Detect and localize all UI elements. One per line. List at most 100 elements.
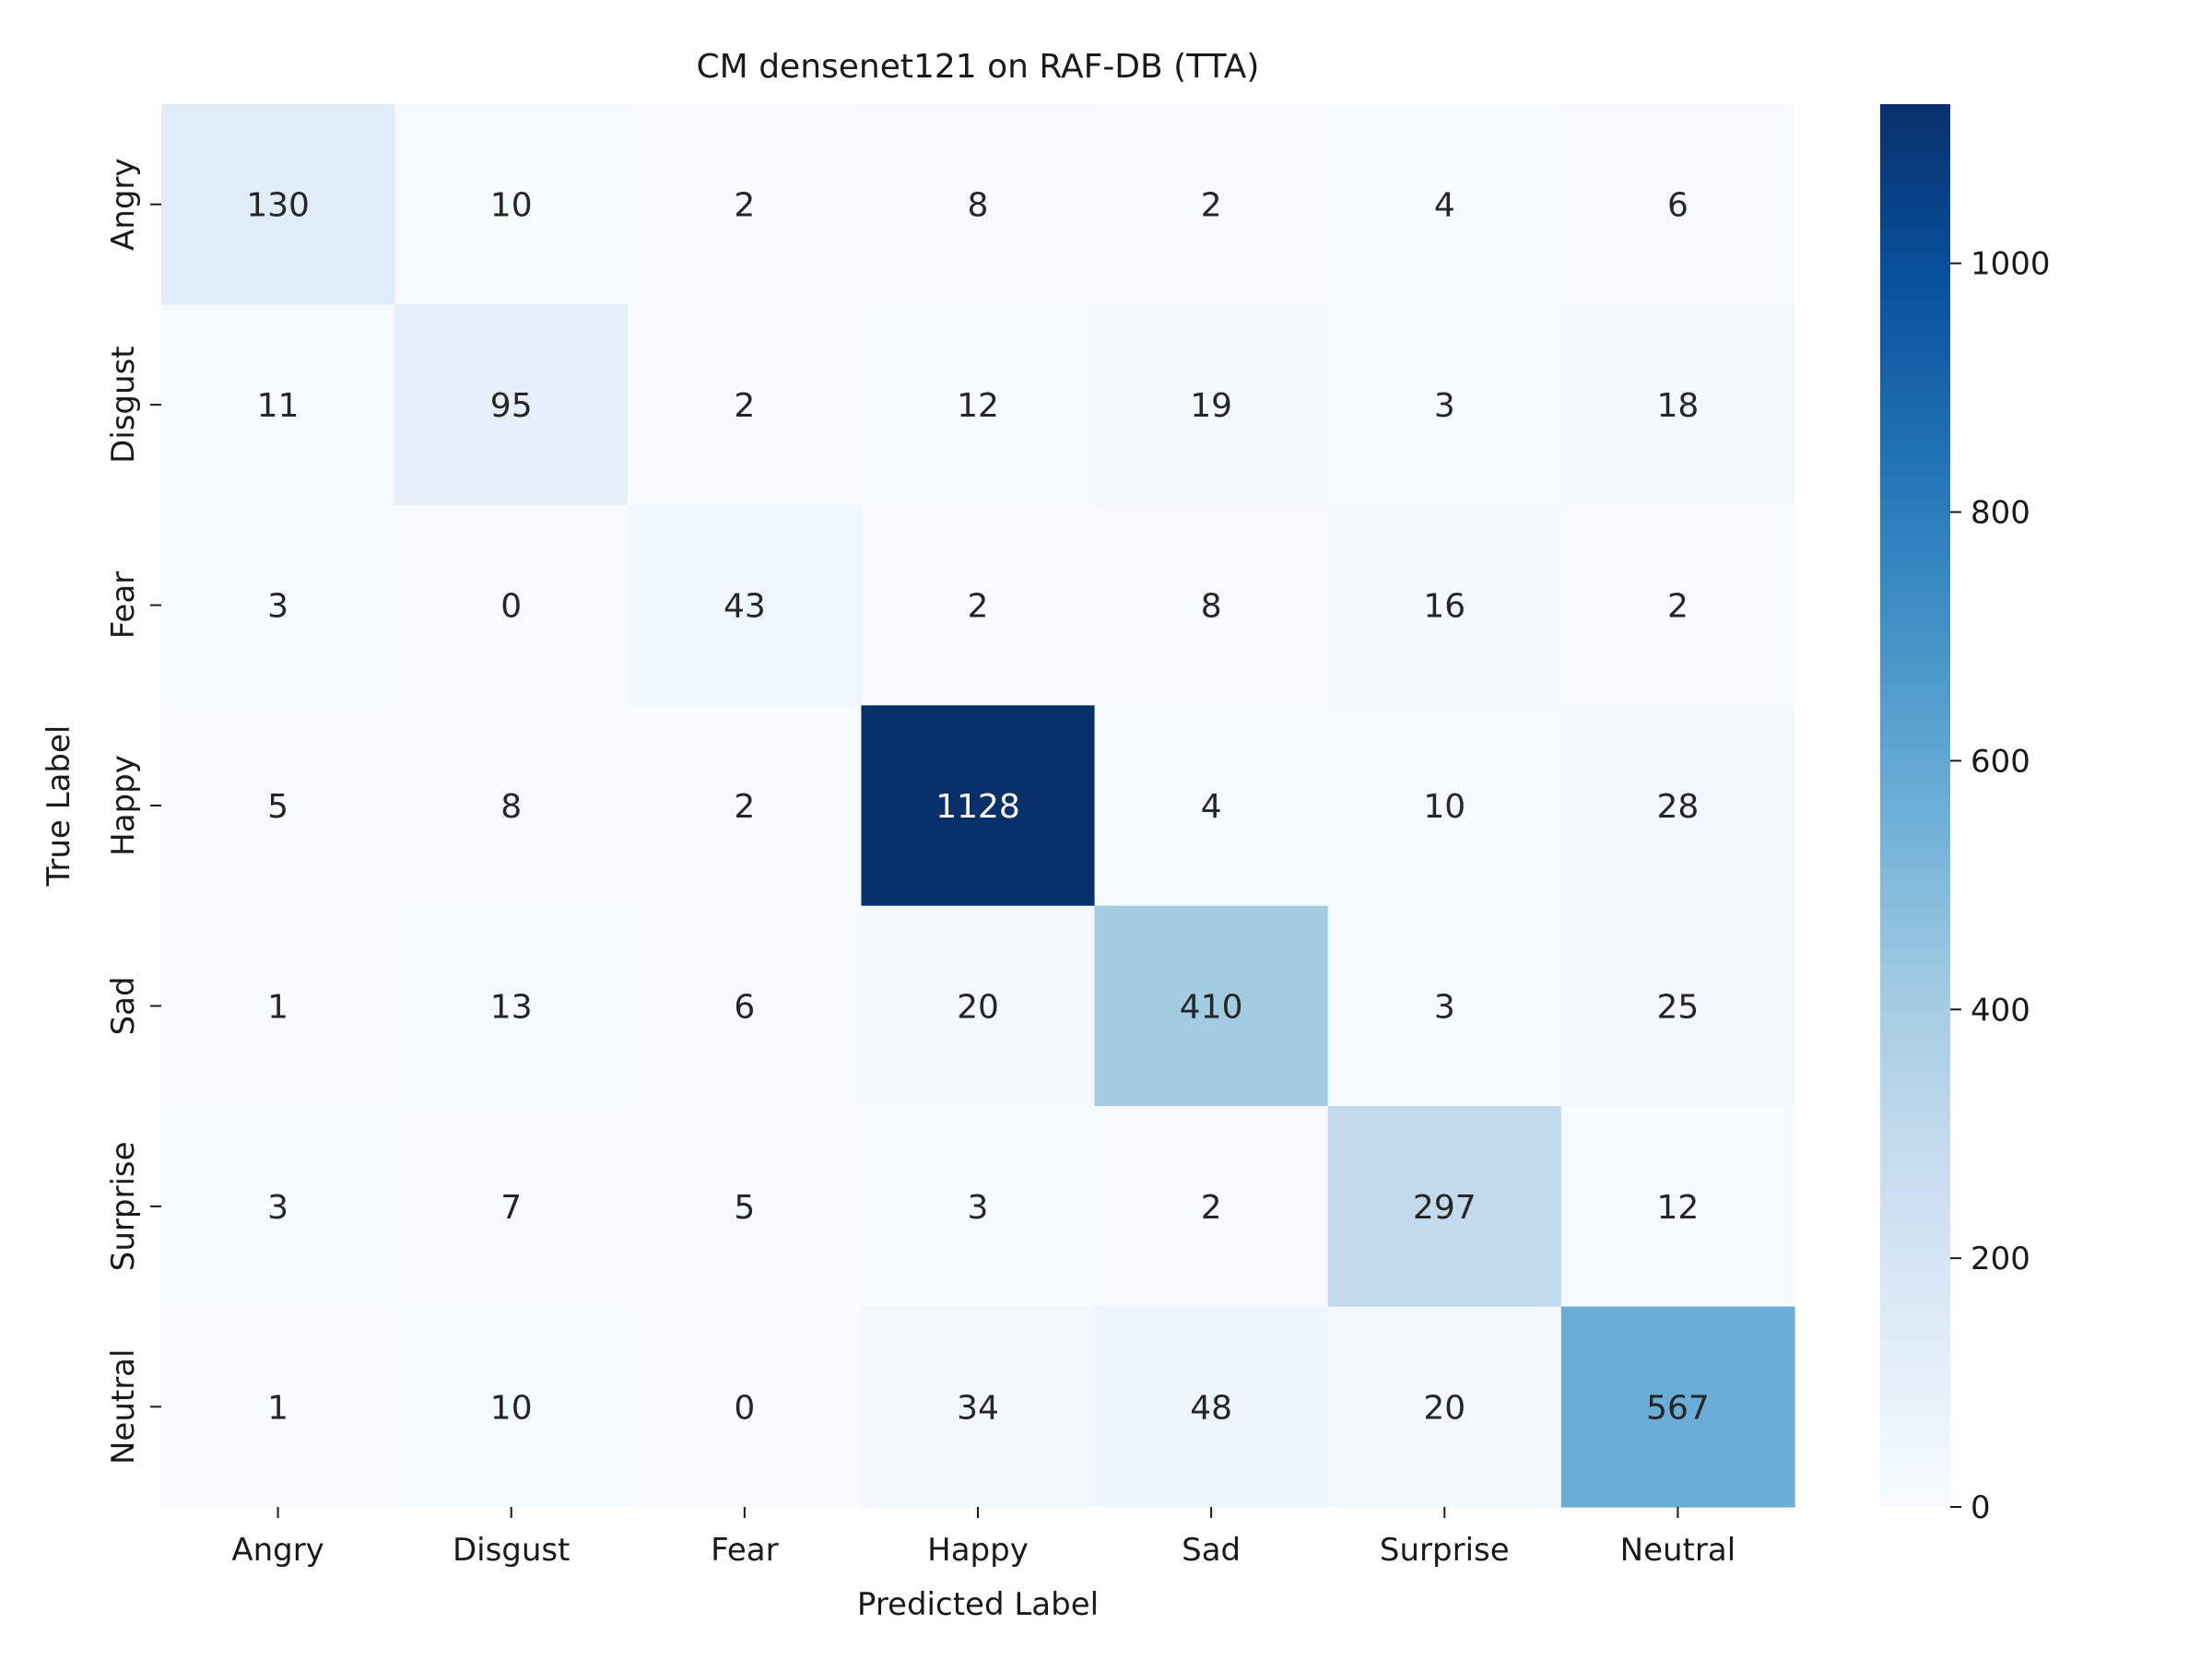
heatmap-cell-happy-disgust: [394, 705, 629, 907]
heatmap-cell-happy-angry: [161, 705, 395, 907]
colorbar-axis: 0 200 400 600 800 1000: [1950, 246, 2051, 1526]
heatmap-cell-angry-disgust: [394, 104, 629, 306]
colorbar-tick-label: 200: [1971, 1241, 2030, 1277]
heatmap-cell-happy-happy: [861, 705, 1096, 907]
heatmap-cell-label: 18: [1657, 387, 1700, 425]
heatmap-cell-label: 11: [257, 387, 300, 425]
heatmap-cell-label: 28: [1657, 788, 1700, 826]
x-tick-label-disgust: Disgust: [453, 1532, 571, 1569]
heatmap-cell-label: 43: [724, 588, 766, 626]
heatmap-cell-label: 4: [1201, 788, 1222, 826]
heatmap-cell-label: 2: [968, 588, 989, 626]
heatmap-cell-label: 10: [490, 1389, 533, 1427]
heatmap-cell-surprise-fear: [628, 1106, 863, 1308]
heatmap-cell-fear-angry: [161, 504, 395, 706]
heatmap-cell-disgust-angry: [161, 304, 395, 506]
heatmap-cell-label: 3: [267, 588, 288, 626]
y-axis-label: True Label: [41, 725, 77, 888]
x-tick-label-fear: Fear: [711, 1532, 778, 1569]
heatmap-cell-sad-sad: [1094, 905, 1329, 1107]
heatmap-cell-label: 5: [267, 788, 288, 826]
heatmap-cell-fear-neutral: [1560, 504, 1795, 706]
heatmap-cell-sad-angry: [161, 905, 395, 1107]
heatmap-cell-label: 297: [1413, 1189, 1477, 1227]
heatmap-cell-disgust-sad: [1094, 304, 1329, 506]
heatmap-cell-label: 3: [267, 1189, 288, 1227]
heatmap-cell-label: 3: [1434, 988, 1455, 1026]
heatmap-cell-label: 13: [490, 988, 533, 1026]
heatmap-cell-neutral-disgust: [394, 1306, 629, 1508]
heatmap-cell-label: 20: [957, 988, 999, 1026]
heatmap-cell-label: 10: [490, 187, 533, 225]
heatmap-cell-happy-surprise: [1327, 705, 1562, 907]
x-tick-label-happy: Happy: [927, 1532, 1029, 1569]
heatmap-cell-neutral-sad: [1094, 1306, 1329, 1508]
heatmap-cell-surprise-neutral: [1560, 1106, 1795, 1308]
heatmap-cell-surprise-surprise: [1327, 1106, 1562, 1308]
heatmap-cell-label: 8: [500, 788, 522, 826]
heatmap-cell-surprise-happy: [861, 1106, 1096, 1308]
heatmap-cell-label: 0: [500, 588, 522, 626]
heatmap-cell-label: 8: [1201, 588, 1222, 626]
heatmap-cell-label: 4: [1434, 187, 1455, 225]
heatmap-cell-label: 48: [1190, 1389, 1232, 1427]
heatmap-cell-label: 130: [246, 187, 310, 225]
heatmap-cell-fear-sad: [1094, 504, 1329, 706]
heatmap-cell-sad-neutral: [1560, 905, 1795, 1107]
heatmap-cell-angry-fear: [628, 104, 863, 306]
x-tick-label-neutral: Neutral: [1620, 1532, 1736, 1569]
heatmap-cell-happy-neutral: [1560, 705, 1795, 907]
colorbar-tick-label: 1000: [1971, 246, 2051, 283]
heatmap-cell-angry-neutral: [1560, 104, 1795, 306]
x-tick-label-sad: Sad: [1182, 1532, 1241, 1569]
heatmap-cell-neutral-neutral: [1560, 1306, 1795, 1508]
y-tick-label-disgust: Disgust: [105, 346, 142, 464]
y-tick-label-surprise: Surprise: [105, 1141, 142, 1271]
heatmap-cells: [161, 104, 1795, 1508]
heatmap-cell-label: 8: [968, 187, 989, 225]
heatmap-cell-disgust-disgust: [394, 304, 629, 506]
heatmap-cell-neutral-surprise: [1327, 1306, 1562, 1508]
heatmap-cell-neutral-fear: [628, 1306, 863, 1508]
heatmap-cell-label: 95: [490, 387, 533, 425]
heatmap-cell-label: 16: [1423, 588, 1465, 626]
heatmap-cell-angry-angry: [161, 104, 395, 306]
y-tick-label-angry: Angry: [105, 158, 142, 251]
heatmap-cell-label: 12: [957, 387, 999, 425]
heatmap-cell-label: 2: [734, 387, 755, 425]
colorbar-tick-label: 0: [1971, 1489, 1991, 1526]
heatmap-cell-label: 20: [1423, 1389, 1465, 1427]
y-tick-label-sad: Sad: [105, 976, 142, 1035]
heatmap-cell-neutral-angry: [161, 1306, 395, 1508]
heatmap-cell-fear-disgust: [394, 504, 629, 706]
y-tick-label-fear: Fear: [105, 571, 142, 639]
heatmap-cell-fear-happy: [861, 504, 1096, 706]
colorbar-tick-label: 600: [1971, 743, 2030, 780]
heatmap-cell-happy-sad: [1094, 705, 1329, 907]
y-tick-label-happy: Happy: [105, 755, 142, 856]
heatmap-cell-label: 3: [1434, 387, 1455, 425]
x-tick-label-surprise: Surprise: [1380, 1532, 1510, 1569]
heatmap-cell-label: 25: [1657, 988, 1700, 1026]
heatmap-cell-sad-disgust: [394, 905, 629, 1107]
heatmap-cell-label: 3: [968, 1189, 989, 1227]
heatmap-cell-label: 2: [734, 187, 755, 225]
heatmap-cell-label: 19: [1190, 387, 1232, 425]
heatmap-cell-disgust-surprise: [1327, 304, 1562, 506]
colorbar-tick-label: 400: [1971, 992, 2030, 1029]
heatmap-cell-fear-fear: [628, 504, 863, 706]
heatmap-cell-label: 12: [1657, 1189, 1700, 1227]
heatmap-cell-surprise-disgust: [394, 1106, 629, 1308]
heatmap-cell-disgust-neutral: [1560, 304, 1795, 506]
x-axis: Angry Disgust Fear Happy Sad Surprise Neutral: [231, 1507, 1735, 1569]
heatmap-cell-label: 1: [267, 988, 288, 1026]
heatmap-cell-disgust-happy: [861, 304, 1096, 506]
heatmap-cell-angry-sad: [1094, 104, 1329, 306]
heatmap-cell-angry-surprise: [1327, 104, 1562, 306]
heatmap-cell-sad-surprise: [1327, 905, 1562, 1107]
heatmap-cell-sad-fear: [628, 905, 863, 1107]
heatmap-cell-neutral-happy: [861, 1306, 1096, 1508]
heatmap-cell-labels: 130 10 2 8 2 4 611 95 2 12 19 3 183 0 43 2 8 16 25 8 2 1128 4 1…: [246, 187, 1710, 1428]
colorbar: [1880, 104, 1950, 1507]
